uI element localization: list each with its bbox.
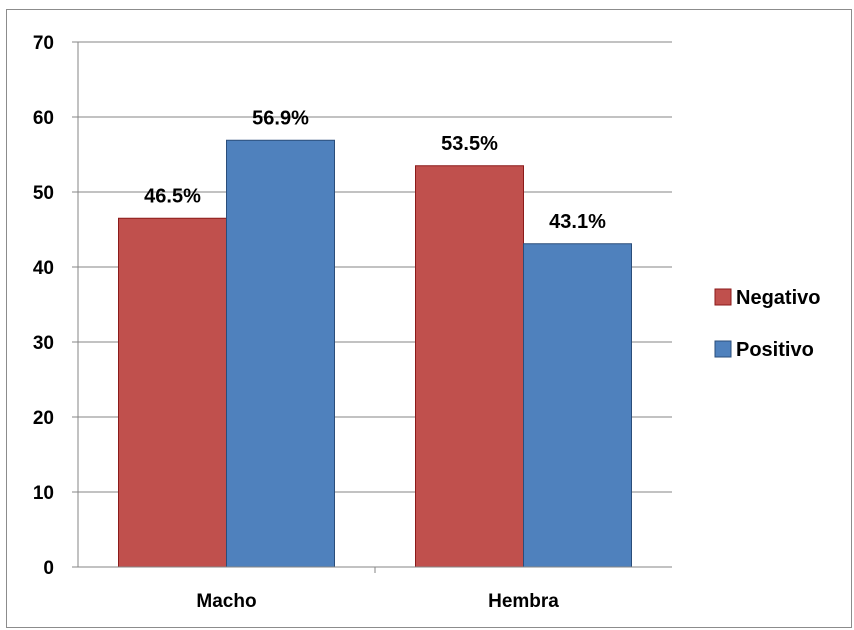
legend-label-positivo: Positivo [736, 339, 814, 361]
legend: Negativo Positivo [714, 287, 820, 361]
y-tick-label: 50 [33, 183, 54, 204]
y-tick-label: 10 [33, 483, 54, 504]
bar-negativo-hembra [415, 165, 524, 568]
bar-positivo-macho [226, 139, 335, 568]
y-tick-labels: 0 10 20 30 40 50 60 70 [33, 33, 54, 579]
bar-positivo-hembra [523, 243, 632, 568]
legend-swatch-positivo [714, 340, 732, 358]
y-tick-label: 40 [33, 258, 54, 279]
x-tick-label: Macho [196, 591, 256, 612]
y-tick-label: 20 [33, 408, 54, 429]
y-tick-label: 0 [43, 558, 54, 579]
bars [118, 139, 632, 568]
y-tick-label: 70 [33, 33, 54, 54]
axes [72, 41, 672, 573]
y-tick-label: 30 [33, 333, 54, 354]
data-label: 56.9% [252, 107, 309, 129]
data-label: 43.1% [549, 211, 606, 233]
x-tick-label: Hembra [488, 591, 559, 612]
x-tick-labels: Macho Hembra [196, 591, 559, 612]
data-label: 46.5% [144, 185, 201, 207]
legend-label-negativo: Negativo [736, 287, 820, 309]
y-tick-label: 60 [33, 108, 54, 129]
data-label: 53.5% [441, 133, 498, 155]
bar-negativo-macho [118, 217, 227, 568]
legend-swatch-negativo [714, 288, 732, 306]
data-labels: 46.5% 56.9% 53.5% 43.1% [144, 107, 606, 233]
